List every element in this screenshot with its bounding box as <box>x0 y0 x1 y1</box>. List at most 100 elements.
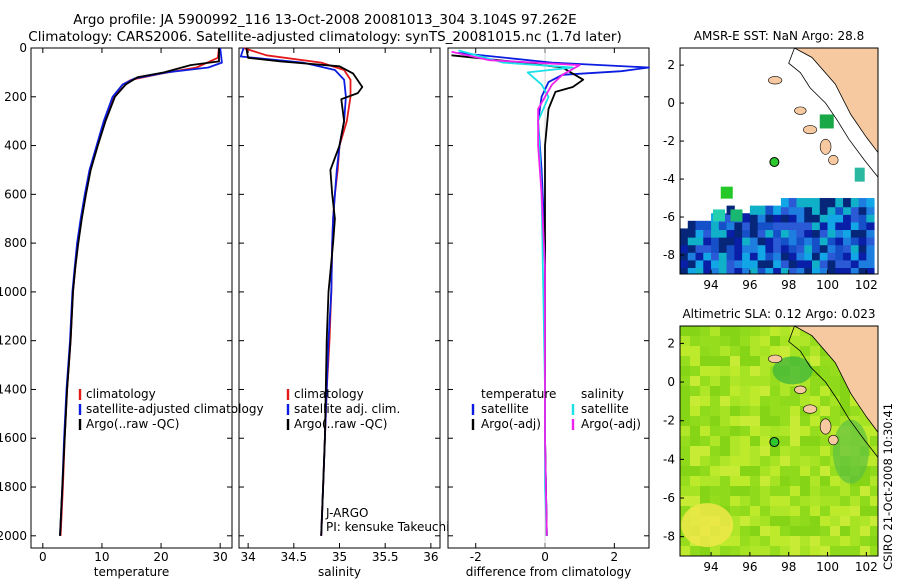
timestamp-label: CSIRO 21-Oct-2008 10:30:41 <box>881 403 895 570</box>
sla-cell <box>760 416 770 426</box>
sla-cell <box>730 366 740 376</box>
sst-cell <box>749 205 759 215</box>
longitude-tick-label: 100 <box>816 278 839 292</box>
sla-cell <box>730 406 740 416</box>
sla-cell <box>780 456 790 466</box>
sla-cell <box>720 466 730 476</box>
sla-cell <box>750 536 760 546</box>
figure-title-line-2: Climatology: CARS2006. Satellite-adjuste… <box>28 29 622 45</box>
sst-cell <box>827 236 836 246</box>
sla-cell <box>770 376 780 386</box>
sla-cell <box>780 446 790 456</box>
sst-cell <box>866 213 875 223</box>
sst-cell <box>796 213 805 223</box>
sst-cell <box>804 258 813 269</box>
sst-cell <box>680 258 689 269</box>
sla-cell <box>760 546 770 556</box>
sst-cell <box>796 266 805 274</box>
island <box>768 76 783 85</box>
sst-cell <box>843 251 852 261</box>
sla-cell <box>740 396 750 406</box>
sla-cell <box>870 436 878 446</box>
sla-cell <box>810 486 820 496</box>
y-tick-label: 1800 <box>0 480 27 494</box>
sla-cell <box>730 336 740 346</box>
y-tick-label: 2000 <box>0 529 27 543</box>
sst-cell <box>796 236 805 246</box>
island <box>794 385 807 394</box>
sla-cell <box>770 386 780 396</box>
latitude-tick-label: -4 <box>663 452 675 466</box>
sla-cell <box>740 436 750 446</box>
sst-cell <box>850 205 860 215</box>
sst-cell <box>866 228 875 238</box>
sla-cell <box>790 336 800 346</box>
sst-cell <box>742 213 751 223</box>
sst-cell <box>726 220 735 231</box>
sst-cell <box>796 228 805 238</box>
sst-cell <box>858 205 867 215</box>
sla-cell <box>730 516 740 526</box>
sla-cell <box>860 486 870 496</box>
sla-cell <box>760 396 770 406</box>
sla-cell <box>770 476 780 486</box>
sst-cell <box>687 258 696 269</box>
sla-cell <box>750 446 760 456</box>
sst-cell <box>804 228 813 238</box>
sla-cell <box>720 376 730 386</box>
sla-cell <box>840 546 850 556</box>
sla-cell <box>870 496 878 506</box>
sla-cell <box>760 346 770 356</box>
sla-cell <box>850 496 860 506</box>
sst-cell <box>850 220 860 231</box>
sla-cell <box>860 546 870 556</box>
sla-cell <box>790 516 800 526</box>
sla-cell <box>750 416 760 426</box>
sst-cell <box>749 213 759 223</box>
sla-cell <box>860 426 870 436</box>
sla-cell <box>720 496 730 506</box>
sla-cell <box>760 426 770 436</box>
sst-cell <box>695 258 704 269</box>
y-tick-label: 200 <box>4 90 27 104</box>
map-frame <box>679 325 879 557</box>
sst-cell <box>734 243 743 253</box>
x-tick-label: 36 <box>423 550 438 564</box>
sla-cell <box>730 326 740 336</box>
sla-cell <box>800 496 810 506</box>
sst-cell <box>866 258 875 269</box>
y-tick-label: 1600 <box>0 431 27 445</box>
sla-cell <box>860 476 870 486</box>
sla-cell <box>840 506 850 516</box>
legend-entry: satellite adj. clim. <box>294 402 400 416</box>
sla-cell <box>730 496 740 506</box>
sla-cell <box>810 376 820 386</box>
sla-cell <box>740 356 750 366</box>
sst-cell <box>858 228 867 238</box>
sst-cell <box>788 236 797 246</box>
sla-cell <box>770 516 780 526</box>
sla-cell <box>780 436 790 446</box>
sla-cell <box>720 476 730 486</box>
sst-cell <box>788 266 797 274</box>
sst-cell <box>687 243 696 253</box>
sst-cell <box>765 228 774 238</box>
sst-cell <box>827 266 836 274</box>
sla-cell <box>750 386 760 396</box>
sla-cell <box>790 456 800 466</box>
sst-cell <box>858 251 867 261</box>
sst-cell <box>780 236 790 246</box>
sst-cell <box>827 220 836 231</box>
sla-cell <box>720 326 730 336</box>
sla-cell <box>680 536 690 546</box>
sla-cell <box>730 446 740 456</box>
sst-cell <box>796 258 805 269</box>
sla-cell <box>830 526 840 536</box>
sla-cell <box>710 546 720 556</box>
sst-cell <box>734 251 743 261</box>
x-tick-label: 30 <box>213 550 228 564</box>
sla-cell <box>770 396 780 406</box>
sla-cell <box>700 476 710 486</box>
high-anomaly-patch <box>681 503 734 548</box>
x-tick-label: 0 <box>541 550 549 564</box>
